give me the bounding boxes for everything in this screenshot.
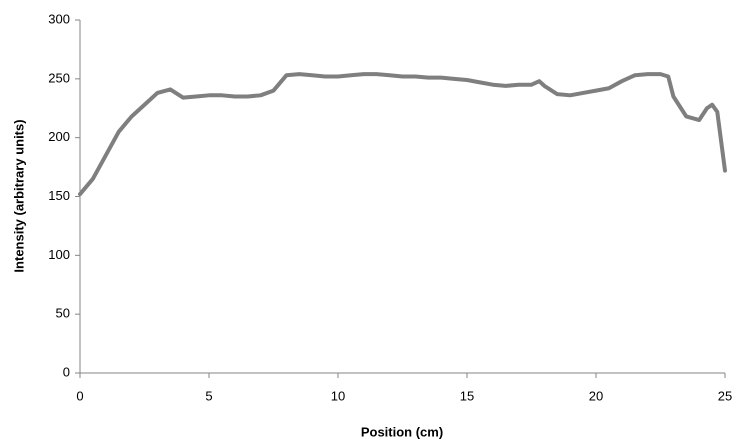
x-axis-title: Position (cm) xyxy=(361,424,443,439)
x-tick-label: 15 xyxy=(460,388,474,403)
y-tick-label: 0 xyxy=(63,364,70,379)
y-tick-label: 100 xyxy=(48,247,70,262)
x-tick-label: 10 xyxy=(331,388,345,403)
x-tick-label: 25 xyxy=(718,388,732,403)
x-tick-label: 5 xyxy=(205,388,212,403)
y-axis-title: Intensity (arbitrary units) xyxy=(11,119,26,272)
y-tick-label: 250 xyxy=(48,70,70,85)
y-tick-label: 150 xyxy=(48,188,70,203)
data-line xyxy=(78,72,727,197)
x-tick-label: 20 xyxy=(589,388,603,403)
y-tick-label: 200 xyxy=(48,129,70,144)
x-tick-label: 0 xyxy=(76,388,83,403)
y-tick-label: 300 xyxy=(48,11,70,26)
y-tick-label: 50 xyxy=(56,306,70,321)
